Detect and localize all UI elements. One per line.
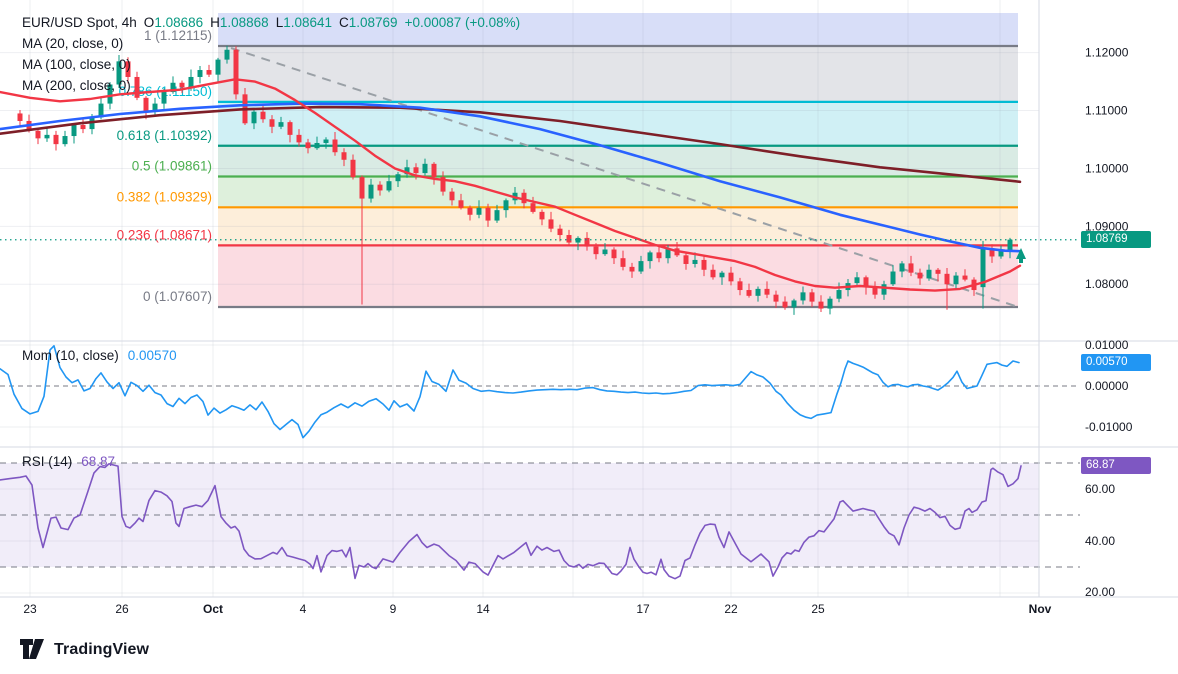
fib-level-label: 0.5 (1.09861) [132, 159, 212, 174]
price-change: +0.00087 (+0.08%) [404, 15, 521, 30]
symbol-legend-row[interactable]: EUR/USD Spot, 4h O1.08686 H1.08868 L1.08641… [22, 12, 520, 33]
ohlc-values: O1.08686 H1.08868 L1.08641 C1.08769 [137, 15, 398, 30]
axis-tick-label: 20.00 [1085, 585, 1115, 599]
axis-tick-label: 17 [636, 602, 650, 616]
chart-canvas[interactable]: 1 (1.12115)0.786 (1.11150)0.618 (1.10392… [0, 0, 1178, 625]
rsi-value: 68.87 [81, 454, 116, 469]
axis-tick-label: 4 [300, 602, 307, 616]
axis-tick-label: 26 [115, 602, 129, 616]
momentum-value: 0.00570 [127, 348, 177, 363]
fib-level-label: 0 (1.07607) [143, 289, 212, 304]
rsi-label: RSI (14) [22, 454, 73, 469]
ma20-legend-row[interactable]: MA (20, close, 0) [22, 36, 124, 51]
symbol-title: EUR/USD Spot, 4h [22, 15, 137, 30]
rsi-legend-row[interactable]: RSI (14) 68.87 [22, 454, 115, 469]
fib-level-label: 0.382 (1.09329) [117, 189, 212, 204]
fib-level-label: 1 (1.12115) [144, 28, 212, 43]
fib-level-label: 0.618 (1.10392) [117, 128, 212, 143]
tradingview-logo-icon [20, 639, 44, 659]
rsi-value-badge: 68.87 [1081, 457, 1151, 474]
axis-tick-label: 1.12000 [1085, 46, 1129, 60]
ohlc-token: H1.08868 [210, 15, 269, 30]
ma200-legend-row[interactable]: MA (200, close, 0) [22, 78, 131, 93]
momentum-label: Mom (10, close) [22, 348, 119, 363]
momentum-value-badge: 0.00570 [1081, 354, 1151, 371]
axis-tick-label: 60.00 [1085, 482, 1115, 496]
axis-tick-label: 0.00000 [1085, 379, 1129, 393]
last-price-badge: 1.08769 [1081, 231, 1151, 248]
axis-tick-label: 14 [476, 602, 490, 616]
axis-tick-label: 40.00 [1085, 534, 1115, 548]
axis-tick-label: Nov [1029, 602, 1052, 616]
tradingview-brand-link[interactable]: TradingView [20, 639, 149, 660]
brand-name: TradingView [54, 640, 150, 658]
axis-tick-label: 1.09000 [1085, 219, 1129, 233]
axis-tick-label: 0.01000 [1085, 338, 1129, 352]
fib-level-label: 0.236 (1.08671) [117, 227, 212, 242]
axis-tick-label: 22 [724, 602, 738, 616]
chart-legend[interactable]: EUR/USD Spot, 4h O1.08686 H1.08868 L1.08641… [22, 12, 520, 96]
ohlc-token: L1.08641 [275, 15, 333, 30]
axis-tick-label: -0.01000 [1085, 420, 1133, 434]
footer-bar: TradingView [0, 625, 1178, 674]
ma100-legend-row[interactable]: MA (100, close, 0) [22, 57, 131, 72]
axis-tick-label: Oct [203, 602, 223, 616]
axis-tick-label: 1.11000 [1085, 104, 1128, 118]
axis-tick-label: 25 [811, 602, 825, 616]
axis-tick-label: 1.10000 [1085, 161, 1129, 175]
axis-tick-label: 9 [390, 602, 397, 616]
axis-tick-label: 23 [23, 602, 37, 616]
ohlc-token: O1.08686 [143, 15, 204, 30]
axis-tick-label: 1.08000 [1085, 277, 1129, 291]
momentum-legend-row[interactable]: Mom (10, close) 0.00570 [22, 348, 177, 363]
ohlc-token: C1.08769 [339, 15, 398, 30]
